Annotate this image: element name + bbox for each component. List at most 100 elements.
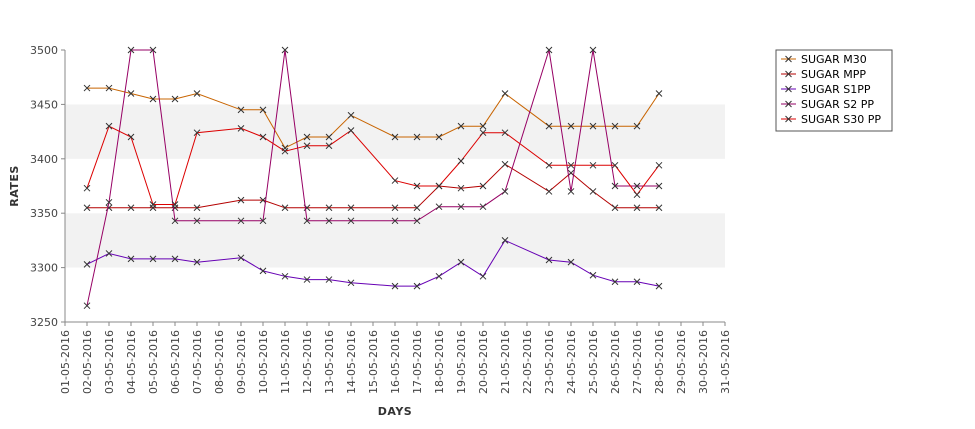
series-line xyxy=(86,49,659,306)
background-band xyxy=(65,104,725,159)
series-0 xyxy=(83,84,663,152)
data-point-marker xyxy=(347,111,355,119)
data-point-marker xyxy=(611,161,619,169)
data-point-marker xyxy=(149,95,157,103)
legend-item: SUGAR S1PP xyxy=(781,83,871,96)
legend-label: SUGAR S30 PP xyxy=(801,113,881,126)
data-point-marker xyxy=(259,133,267,141)
legend-item: SUGAR M30 xyxy=(781,53,867,66)
x-tick-label: 19-05-2016 xyxy=(455,330,468,394)
data-point-marker xyxy=(413,182,421,190)
x-tick-label: 28-05-2016 xyxy=(653,330,666,394)
data-point-marker xyxy=(479,182,487,190)
data-point-marker xyxy=(633,204,641,212)
data-point-marker xyxy=(83,84,91,92)
data-point-marker xyxy=(501,188,509,195)
data-point-marker xyxy=(303,142,311,150)
series-1 xyxy=(83,160,663,212)
x-tick-label: 05-05-2016 xyxy=(147,330,160,394)
data-point-marker xyxy=(589,46,597,54)
data-point-marker xyxy=(105,84,113,92)
data-point-marker xyxy=(479,203,487,211)
data-point-marker xyxy=(435,272,443,280)
data-point-marker xyxy=(347,204,355,212)
x-tick-label: 01-05-2016 xyxy=(59,330,72,394)
y-axis: 3250 3300 3350 3400 3450 3500 xyxy=(30,44,66,329)
legend-box xyxy=(775,49,893,132)
data-point-marker xyxy=(391,133,399,141)
data-point-marker xyxy=(633,182,641,190)
series-layer xyxy=(83,46,663,310)
data-point-marker xyxy=(567,188,575,195)
data-point-marker xyxy=(567,122,575,130)
data-point-marker xyxy=(193,90,201,97)
data-point-marker xyxy=(655,182,663,190)
y-tick-label: 3450 xyxy=(30,98,58,111)
data-point-marker xyxy=(479,122,487,130)
data-point-marker xyxy=(633,191,641,199)
y-axis-title: RATES xyxy=(8,165,21,207)
data-point-marker xyxy=(457,184,465,192)
data-point-marker xyxy=(545,188,553,195)
data-point-marker xyxy=(171,217,179,225)
legend-marker xyxy=(785,85,792,93)
data-point-marker xyxy=(149,46,157,54)
data-point-marker xyxy=(611,204,619,212)
data-point-marker xyxy=(281,204,289,212)
x-tick-label: 12-05-2016 xyxy=(301,330,314,394)
x-tick-label: 27-05-2016 xyxy=(631,330,644,394)
data-point-marker xyxy=(193,217,201,225)
x-tick-label: 22-05-2016 xyxy=(521,330,534,394)
data-point-marker xyxy=(413,282,421,290)
x-tick-label: 14-05-2016 xyxy=(345,330,358,394)
data-point-marker xyxy=(105,198,113,206)
legend: SUGAR M30 SUGAR MPP SUGAR S1PP SUGAR S2 PP S… xyxy=(775,49,893,132)
x-tick-label: 04-05-2016 xyxy=(125,330,138,394)
data-point-marker xyxy=(83,260,91,268)
y-tick-label: 3300 xyxy=(30,262,58,275)
x-tick-label: 30-05-2016 xyxy=(697,330,710,394)
x-axis: 01-05-2016 02-05-2016 03-05-2016 04-05-2016… xyxy=(59,321,732,394)
data-point-marker xyxy=(237,196,245,204)
data-point-marker xyxy=(391,217,399,225)
data-point-marker xyxy=(655,204,663,212)
data-point-marker xyxy=(457,157,465,165)
data-point-marker xyxy=(479,129,487,137)
legend-item: SUGAR S2 PP xyxy=(781,98,874,111)
data-point-marker xyxy=(545,161,553,169)
y-tick-label: 3400 xyxy=(30,153,58,166)
data-point-marker xyxy=(567,258,575,266)
data-point-marker xyxy=(303,276,311,283)
data-point-marker xyxy=(237,106,245,114)
data-point-marker xyxy=(589,271,597,279)
data-point-marker xyxy=(149,201,157,208)
data-point-marker xyxy=(127,90,135,97)
data-point-marker xyxy=(303,217,311,225)
x-tick-label: 08-05-2016 xyxy=(213,330,226,394)
plot-background-bands xyxy=(65,50,725,322)
data-point-marker xyxy=(391,177,399,184)
data-point-marker xyxy=(501,129,509,137)
data-point-marker xyxy=(413,133,421,141)
data-point-marker xyxy=(501,237,509,244)
data-point-marker xyxy=(259,267,267,275)
data-point-marker xyxy=(545,46,553,54)
x-tick-label: 18-05-2016 xyxy=(433,330,446,394)
data-point-marker xyxy=(149,255,157,263)
x-tick-label: 10-05-2016 xyxy=(257,330,270,394)
legend-marker xyxy=(785,115,792,123)
y-tick-label: 3500 xyxy=(30,44,58,57)
data-point-marker xyxy=(589,122,597,130)
data-point-marker xyxy=(237,124,245,132)
data-point-marker xyxy=(567,169,575,177)
series-line xyxy=(86,239,660,287)
data-point-marker xyxy=(83,302,91,310)
data-point-marker xyxy=(237,217,245,225)
data-point-marker xyxy=(171,95,179,103)
x-tick-label: 17-05-2016 xyxy=(411,330,424,394)
data-point-marker xyxy=(325,276,333,283)
series-3 xyxy=(83,46,663,310)
x-tick-label: 11-05-2016 xyxy=(279,330,292,394)
data-point-marker xyxy=(171,201,179,208)
